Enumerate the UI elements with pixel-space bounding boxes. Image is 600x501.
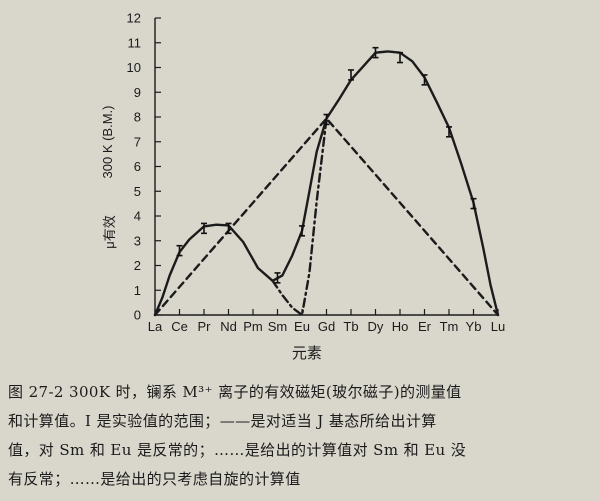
y-tick-label: 4 [134,209,141,224]
x-tick-label: Lu [491,319,505,334]
y-tick-label: 8 [134,110,141,125]
caption-line-2: 和计算值。I 是实验值的范围；——是对适当 J 基态所给出计算 [8,412,437,430]
y-tick-label: 2 [134,258,141,273]
x-tick-label: Sm [268,319,288,334]
x-tick-label: Pm [243,319,263,334]
series-group [153,50,500,317]
error-bar [470,197,477,210]
error-bar [446,126,452,138]
error-bar [421,74,428,86]
error-bar [176,244,183,257]
x-tick-label: Er [418,319,432,334]
y-tick-label: 11 [128,35,142,50]
x-tick-label: Eu [294,319,310,334]
error-bar [201,222,207,235]
error-bar [397,51,403,64]
x-tick-label: Ce [171,319,188,334]
error-bar [274,272,281,284]
y-tick-label: 10 [127,60,141,75]
y-tick-label: 1 [134,283,141,298]
y-tick-label: 0 [134,308,141,323]
x-tick-label: La [148,319,163,334]
chart-axes [154,18,498,316]
x-tick-label: Ho [392,319,409,334]
caption-line-3: 值，对 Sm 和 Eu 是反常的；……是给出的计算值对 Sm 和 Eu 没 [8,441,467,459]
series-line-dashed [153,117,500,317]
error-bar [348,69,354,81]
x-tick-label: Nd [220,319,237,334]
y-tick-label: 5 [134,184,141,199]
x-tick-label: Yb [466,319,482,334]
y-tick-label: 12 [127,11,141,26]
magnetic-moment-chart: 0 1 2 3 4 5 6 7 8 9 10 11 12 La Ce Pr Nd Pm Sm Eu Gd Tb Dy Ho E… [100,11,505,363]
error-bar [372,46,379,59]
x-tick-label: Gd [318,319,335,334]
x-tick-label: Tm [440,319,459,334]
y-tick-label: 3 [134,233,141,248]
x-axis-title: 元素 [292,344,322,362]
y-tick-label: 6 [134,159,141,174]
y-axis-title-unit: 300 K (B.M.) [100,106,115,179]
x-tick-label: Tb [343,319,358,334]
series-line-dash-dot [271,117,328,317]
error-bar [225,222,232,235]
y-tick-label: 7 [134,134,141,149]
caption-line-4: 有反常；……是给出的只考虑自旋的计算值 [8,470,301,488]
caption-line-1: 图 27-2 300K 时，镧系 M³⁺ 离子的有效磁矩(玻尔磁子)的测量值 [8,383,462,401]
x-ticks: La Ce Pr Nd Pm Sm Eu Gd Tb Dy Ho Er Tm Yb Lu [148,309,505,334]
y-tick-label: 9 [134,85,141,100]
error-bar [299,225,305,237]
y-axis-title-symbol: μ有效 [102,215,117,249]
error-bar [323,113,330,126]
x-tick-label: Pr [198,319,212,334]
series-line-solid [153,50,500,317]
x-tick-label: Dy [368,319,384,334]
error-bars [176,46,477,284]
figure-caption: 图 27-2 300K 时，镧系 M³⁺ 离子的有效磁矩(玻尔磁子)的测量值 和… [8,378,594,494]
